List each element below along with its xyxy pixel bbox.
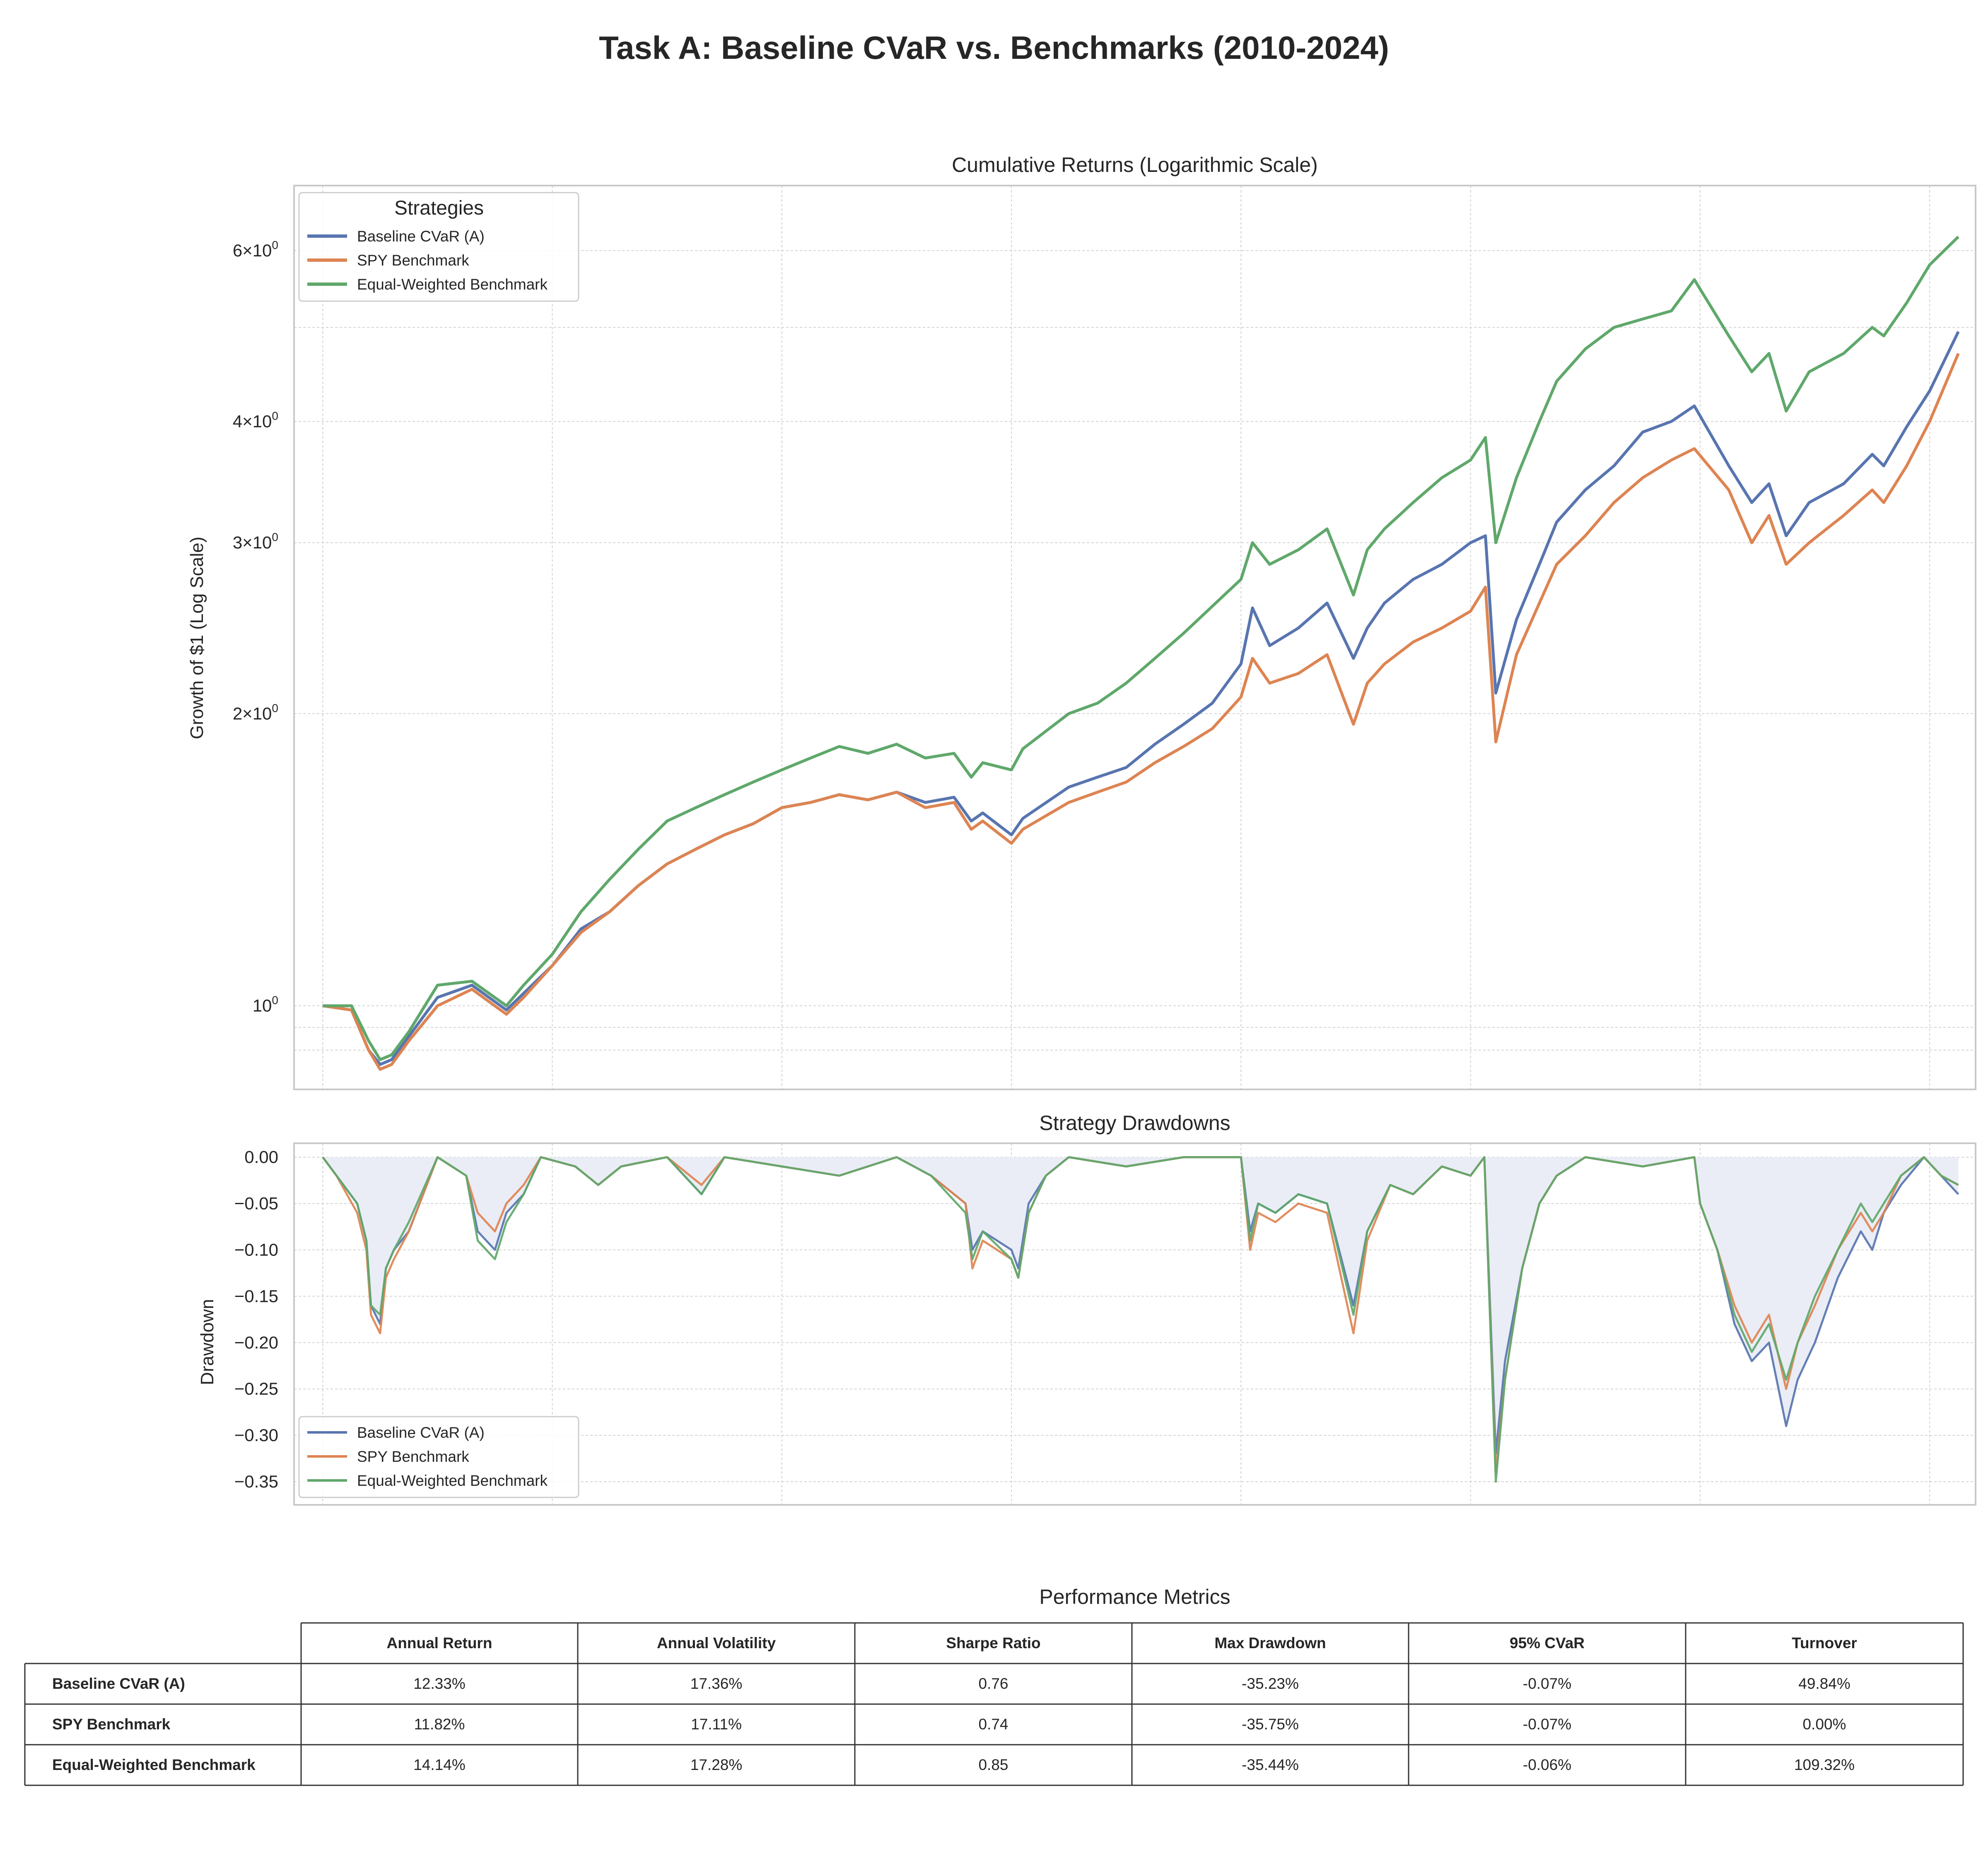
cumulative-legend-title: Strategies (394, 197, 484, 219)
table-cell: 17.28% (690, 1756, 743, 1773)
cumulative-y-tick-label: 3×100 (233, 531, 278, 552)
drawdown-y-tick-label: −0.05 (234, 1194, 278, 1213)
cumulative-chart-title: Cumulative Returns (Logarithmic Scale) (952, 153, 1318, 176)
legend-label-equal: Equal-Weighted Benchmark (357, 276, 548, 293)
cumulative-grid (294, 186, 1976, 1089)
drawdown-chart: Strategy Drawdowns Drawdown 0.00 −0.05 −0.… (197, 1111, 1976, 1506)
legend-label-spy: SPY Benchmark (357, 252, 469, 269)
drawdown-plot-frame (293, 1142, 1976, 1506)
table-cell: -35.75% (1242, 1716, 1299, 1733)
drawdown-y-ticks: 0.00 −0.05 −0.10 −0.15 −0.20 −0.25 −0.30 −0.35 (234, 1147, 278, 1491)
drawdown-series-lines (322, 1156, 1959, 1483)
table-cell: 0.00% (1803, 1716, 1846, 1733)
table-cell: 109.32% (1794, 1756, 1855, 1773)
cumulative-returns-chart: Cumulative Returns (Logarithmic Scale) G… (187, 153, 1976, 1090)
table-column-header: Max Drawdown (1214, 1635, 1326, 1652)
performance-metrics-table: Performance Metrics Annual Return Annual … (24, 1585, 1964, 1786)
cumulative-series-lines (322, 236, 1960, 1071)
drawdown-y-axis-label: Drawdown (197, 1299, 217, 1385)
table-cell: -0.07% (1523, 1716, 1571, 1733)
drawdown-y-tick-label: −0.10 (234, 1240, 278, 1259)
table-cell: 49.84% (1798, 1675, 1850, 1692)
table-row-label: Equal-Weighted Benchmark (52, 1756, 256, 1773)
drawdown-y-tick-label: −0.20 (234, 1333, 278, 1352)
dd-legend-label-equal: Equal-Weighted Benchmark (357, 1472, 548, 1489)
table-cell: -0.06% (1523, 1756, 1571, 1773)
drawdown-y-tick-label: 0.00 (244, 1147, 278, 1167)
table-cell: -35.23% (1242, 1675, 1299, 1692)
table-row-label: Baseline CVaR (A) (52, 1675, 185, 1692)
table-cell: 14.14% (413, 1756, 466, 1773)
cumulative-y-axis-label: Growth of $1 (Log Scale) (187, 536, 207, 739)
drawdown-fill-area (323, 1157, 1959, 1454)
drawdown-shaded-area (323, 1157, 1959, 1454)
table-title: Performance Metrics (1039, 1585, 1230, 1608)
table-cell: 0.74 (978, 1716, 1008, 1733)
table-cell: -35.44% (1242, 1756, 1299, 1773)
cumulative-plot-frame (293, 185, 1976, 1090)
legend-label-baseline: Baseline CVaR (A) (357, 228, 485, 245)
table-column-header: Annual Volatility (657, 1635, 776, 1652)
table-column-header: 95% CVaR (1510, 1635, 1585, 1652)
table-column-header: Annual Return (387, 1635, 492, 1652)
drawdown-y-tick-label: −0.15 (234, 1286, 278, 1306)
table-cell: 17.36% (690, 1675, 743, 1692)
cumulative-y-tick-label: 4×100 (233, 409, 278, 431)
cumulative-y-tick-label: 100 (253, 994, 278, 1015)
table-cell: -0.07% (1523, 1675, 1571, 1692)
cumulative-y-tick-label: 6×100 (233, 239, 278, 260)
drawdown-line-equal (322, 1156, 1959, 1483)
table-cell: 0.85 (978, 1756, 1008, 1773)
drawdown-y-tick-label: −0.30 (234, 1425, 278, 1445)
table-row-label: SPY Benchmark (52, 1716, 171, 1733)
cumulative-y-ticks: 100 2×100 3×100 4×100 6×100 (233, 239, 278, 1015)
table-cell: 0.76 (978, 1675, 1008, 1692)
table-cell: 17.11% (691, 1716, 742, 1733)
table-column-header: Turnover (1792, 1635, 1857, 1652)
figure-title: Task A: Baseline CVaR vs. Benchmarks (20… (599, 29, 1389, 66)
dd-legend-label-spy: SPY Benchmark (357, 1448, 469, 1465)
table-column-header: Sharpe Ratio (946, 1635, 1040, 1652)
cumulative-line-equal (323, 236, 1959, 1061)
drawdown-chart-title: Strategy Drawdowns (1039, 1111, 1230, 1135)
cumulative-line-baseline (322, 331, 1960, 1066)
drawdown-legend-box (298, 1416, 579, 1498)
cumulative-legend: Strategies Baseline CVaR (A) SPY Benchma… (298, 192, 579, 302)
drawdown-y-tick-label: −0.35 (234, 1472, 278, 1491)
dd-legend-label-baseline: Baseline CVaR (A) (357, 1424, 485, 1441)
table-cell: 11.82% (414, 1716, 465, 1733)
table-cells: Annual Return Annual Volatility Sharpe Rat… (52, 1635, 1857, 1773)
drawdown-y-tick-label: −0.25 (234, 1379, 278, 1398)
table-grid-lines (24, 1622, 1964, 1786)
table-cell: 12.33% (413, 1675, 466, 1692)
cumulative-legend-box (298, 192, 579, 302)
cumulative-y-tick-label: 2×100 (233, 702, 278, 723)
cumulative-line-spy (322, 353, 1960, 1071)
drawdown-legend: Baseline CVaR (A) SPY Benchmark Equal-We… (298, 1416, 579, 1498)
